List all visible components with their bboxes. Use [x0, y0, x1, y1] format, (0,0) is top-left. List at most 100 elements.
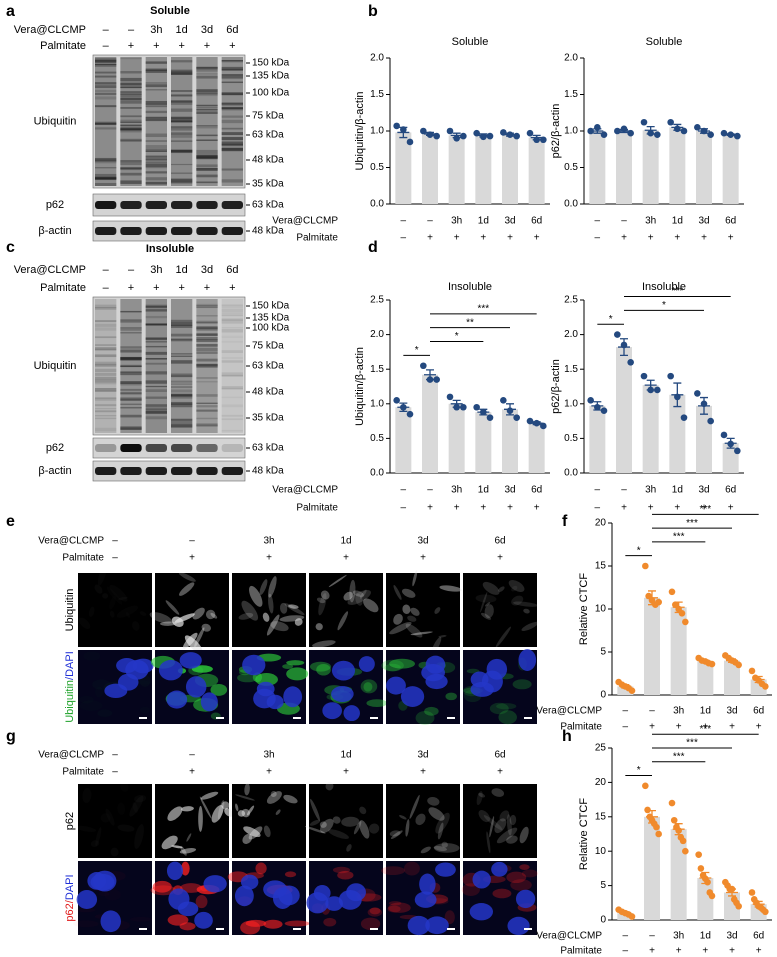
y-tick-label: 5 [600, 647, 606, 658]
stain [270, 791, 277, 798]
bar [644, 816, 660, 920]
data-point [700, 127, 708, 135]
x-tick-label: – [621, 216, 627, 227]
stain [315, 623, 323, 631]
blot-band [145, 337, 167, 340]
y-tick-label: 1.0 [564, 398, 578, 409]
data-point [734, 447, 741, 455]
blot-band [221, 357, 243, 359]
blot-band [171, 394, 193, 398]
blot-band [221, 147, 243, 151]
blot-band [171, 376, 193, 378]
data-point [628, 913, 636, 920]
nucleus [386, 676, 406, 695]
blot-band [145, 373, 167, 375]
stain [484, 604, 494, 619]
x-tick-label: – [621, 485, 627, 496]
micrograph [78, 784, 152, 858]
nucleus [358, 656, 375, 673]
blot-band [95, 390, 117, 392]
condition-label: + [229, 282, 235, 294]
significance-label: *** [699, 504, 711, 515]
stain [181, 806, 194, 812]
significance-label: * [609, 314, 613, 325]
blot-band [120, 127, 142, 130]
y-tick-label: 0 [600, 915, 606, 926]
blot-band [95, 75, 117, 78]
blot-band [145, 315, 167, 319]
data-point [433, 132, 440, 140]
scale-bar [293, 717, 301, 719]
blot-band [196, 306, 218, 309]
nucleus [263, 880, 287, 899]
blot-band [145, 227, 167, 235]
stain [179, 922, 196, 931]
condition-label: + [420, 553, 426, 564]
blot-band [196, 467, 218, 475]
data-point [400, 403, 407, 411]
stain [266, 614, 280, 636]
blot-band [196, 134, 218, 137]
nucleus [425, 655, 446, 674]
condition-label: 3h [263, 750, 274, 761]
condition-label: – [103, 282, 110, 294]
condition-label: + [204, 282, 210, 294]
blot-band [120, 389, 142, 392]
data-point [526, 417, 534, 425]
x-tick-label: – [401, 485, 407, 496]
blot-band [145, 345, 167, 348]
bar [722, 134, 739, 204]
blot-band [196, 73, 218, 75]
blot-band [120, 427, 142, 431]
blot-band [120, 357, 142, 361]
size-marker: 48 kDa [252, 155, 284, 166]
scale-bar [370, 928, 378, 930]
blot-band [221, 108, 243, 111]
blot-band [95, 307, 117, 310]
data-point [668, 588, 676, 596]
blot-band [120, 310, 142, 313]
data-point [446, 127, 454, 135]
blot-band [95, 173, 117, 178]
error-bar [644, 379, 657, 391]
blot-band [196, 174, 218, 178]
condition-label: 6d [226, 24, 238, 36]
blot-band [221, 77, 243, 80]
significance-label: * [662, 300, 666, 311]
data-point [748, 667, 756, 675]
blot-band [221, 374, 243, 377]
blot-band [221, 103, 243, 106]
stain [402, 604, 411, 614]
x-tick-label: + [729, 946, 735, 957]
stain [266, 791, 282, 804]
x-tick-label: + [674, 233, 680, 244]
y-tick-label: 0.5 [370, 162, 384, 173]
blot-band [95, 327, 117, 331]
blot-band [196, 92, 218, 95]
y-tick-label: 10 [595, 846, 607, 857]
blot-band [145, 145, 167, 149]
data-point [486, 414, 494, 421]
significance-label: * [455, 331, 459, 342]
blot-band [145, 411, 167, 414]
stain [481, 612, 491, 620]
blot-band [145, 103, 167, 105]
data-point [675, 827, 682, 834]
stain [211, 804, 224, 823]
chart-title: Insoluble [448, 281, 492, 293]
x-tick-label: + [728, 233, 734, 244]
nucleus [469, 903, 493, 921]
x-tick-label: + [674, 503, 680, 514]
bar [697, 661, 714, 695]
blot-band [120, 107, 142, 109]
panel-letter: d [368, 239, 378, 256]
blot-band [221, 396, 243, 399]
blot-label: p62 [46, 442, 64, 454]
blot-band [171, 180, 193, 184]
data-point [674, 393, 681, 401]
blot-band [120, 371, 142, 376]
blot-band [95, 320, 117, 323]
blot-band [95, 408, 117, 410]
blot-band [145, 304, 167, 308]
size-marker: 35 kDa [252, 179, 284, 190]
